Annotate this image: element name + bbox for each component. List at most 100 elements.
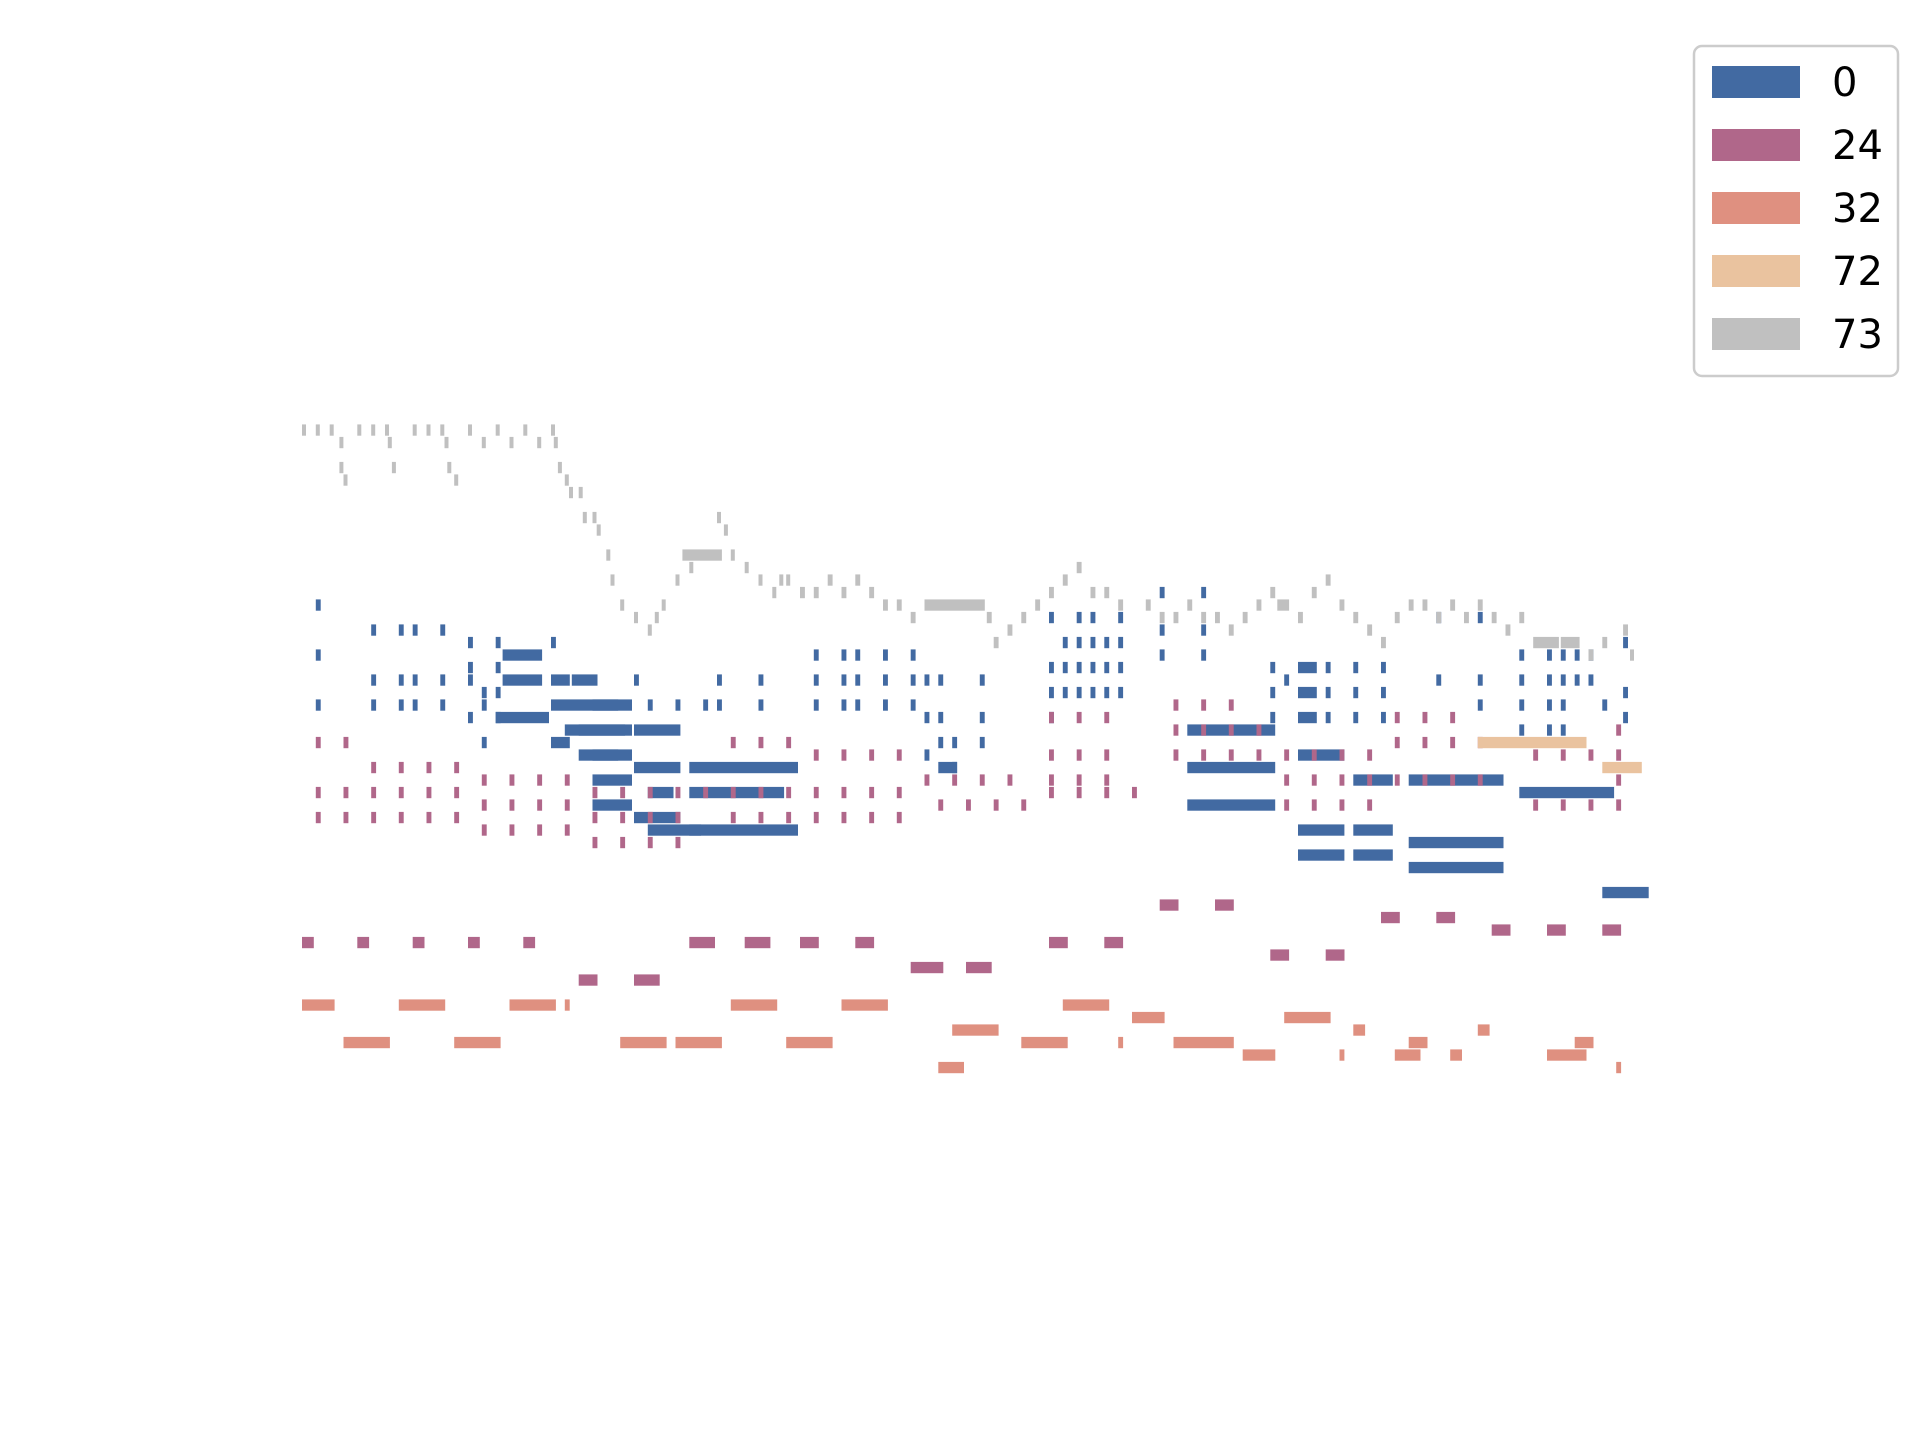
note-mark xyxy=(1325,574,1331,586)
note-mark xyxy=(592,511,597,524)
note-mark xyxy=(1547,1049,1587,1061)
note-mark xyxy=(1159,899,1179,911)
note-mark xyxy=(1256,724,1262,736)
note-mark xyxy=(426,424,431,436)
note-mark xyxy=(758,574,763,586)
note-mark xyxy=(551,699,619,711)
note-mark xyxy=(1076,749,1082,761)
note-mark xyxy=(495,686,501,699)
note-mark xyxy=(869,811,875,824)
note-mark xyxy=(468,636,473,649)
note-mark xyxy=(440,674,446,686)
note-mark xyxy=(1104,586,1110,599)
note-mark xyxy=(509,799,515,811)
note-mark xyxy=(537,436,542,449)
note-mark xyxy=(502,649,543,661)
note-mark xyxy=(1062,999,1110,1011)
note-mark xyxy=(634,761,681,774)
note-mark xyxy=(1560,699,1566,711)
note-mark xyxy=(620,786,626,799)
note-mark xyxy=(689,761,798,774)
note-mark xyxy=(1519,674,1525,686)
note-mark xyxy=(1270,586,1276,599)
note-mark xyxy=(1547,649,1552,661)
note-mark xyxy=(1311,586,1317,599)
note-mark xyxy=(1118,686,1124,699)
note-mark xyxy=(910,649,916,661)
note-mark xyxy=(551,674,570,686)
note-mark xyxy=(596,524,601,536)
note-mark xyxy=(1422,774,1428,786)
note-mark xyxy=(883,599,888,611)
note-mark xyxy=(647,836,653,849)
note-mark xyxy=(855,674,861,686)
note-mark xyxy=(391,461,396,474)
note-mark xyxy=(1187,599,1193,611)
note-mark xyxy=(1623,624,1628,636)
legend-swatch-0 xyxy=(1712,66,1800,98)
note-mark xyxy=(592,811,598,824)
note-mark xyxy=(1049,611,1054,624)
note-mark xyxy=(1021,611,1027,624)
note-mark xyxy=(302,999,335,1011)
note-mark xyxy=(1477,699,1483,711)
note-mark xyxy=(1616,724,1622,736)
note-mark xyxy=(1381,711,1386,724)
note-mark xyxy=(1201,586,1207,599)
note-mark xyxy=(730,736,736,749)
note-mark xyxy=(339,436,344,449)
note-mark xyxy=(1477,599,1483,611)
note-mark xyxy=(869,586,875,599)
note-mark xyxy=(1132,786,1137,799)
note-mark xyxy=(1408,599,1414,611)
note-mark xyxy=(869,749,875,761)
note-mark xyxy=(800,936,819,949)
note-mark xyxy=(1201,649,1207,661)
note-mark xyxy=(468,424,472,436)
note-mark xyxy=(302,424,306,436)
note-mark xyxy=(1353,711,1359,724)
note-mark xyxy=(1560,636,1580,649)
note-mark xyxy=(883,699,888,711)
note-mark xyxy=(1132,1011,1165,1024)
note-mark xyxy=(1049,711,1054,724)
note-mark xyxy=(592,836,598,849)
note-mark xyxy=(371,674,377,686)
note-mark xyxy=(1076,636,1082,649)
note-mark xyxy=(495,661,501,674)
note-mark xyxy=(564,774,570,786)
note-mark xyxy=(1118,661,1124,674)
note-mark xyxy=(841,811,847,824)
note-mark xyxy=(1298,824,1345,836)
note-mark xyxy=(647,824,702,836)
note-mark xyxy=(1284,1011,1331,1024)
note-mark xyxy=(647,699,653,711)
note-mark xyxy=(1090,611,1096,624)
note-mark xyxy=(896,786,902,799)
note-mark xyxy=(1277,599,1290,611)
note-mark xyxy=(564,824,570,836)
note-mark xyxy=(1408,861,1504,874)
note-mark xyxy=(592,786,598,799)
note-mark xyxy=(551,424,555,436)
note-mark xyxy=(1201,749,1207,761)
note-mark xyxy=(454,474,459,486)
note-mark xyxy=(495,424,500,436)
note-mark xyxy=(1201,624,1207,636)
note-mark xyxy=(1298,749,1345,761)
note-mark xyxy=(1104,661,1110,674)
note-mark xyxy=(315,736,321,749)
note-mark xyxy=(786,574,791,586)
note-mark xyxy=(481,436,486,449)
note-mark xyxy=(661,599,666,611)
note-mark xyxy=(1519,786,1615,799)
note-mark xyxy=(869,786,875,799)
note-mark xyxy=(454,811,460,824)
note-mark xyxy=(1228,724,1234,736)
note-mark xyxy=(1560,749,1566,761)
note-mark xyxy=(343,786,349,799)
note-mark xyxy=(1242,611,1248,624)
note-mark xyxy=(1367,774,1373,786)
note-mark xyxy=(855,574,861,586)
note-mark xyxy=(772,586,777,599)
